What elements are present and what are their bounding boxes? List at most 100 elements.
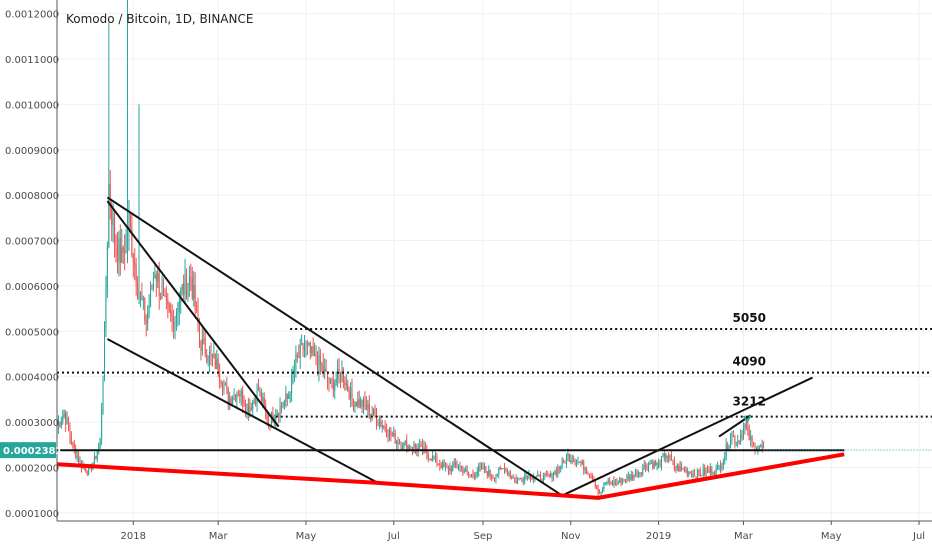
candle-body <box>325 369 327 372</box>
candle-body <box>732 435 734 437</box>
candle-body <box>446 465 448 468</box>
candle-body <box>201 338 203 351</box>
candle-body <box>688 472 690 475</box>
candle-body <box>702 468 704 476</box>
candle-body <box>578 461 580 463</box>
candle-body <box>577 461 579 464</box>
candle-body <box>384 426 386 431</box>
candle-body <box>544 473 546 476</box>
candle-body <box>606 482 608 484</box>
candle-body <box>679 466 681 472</box>
candle-body <box>358 399 360 407</box>
candle-body <box>226 384 228 390</box>
candle-body <box>275 416 277 421</box>
candle-body <box>315 353 317 363</box>
candle-body <box>75 448 77 458</box>
candle-body <box>109 184 111 206</box>
candle-body <box>574 460 576 465</box>
candle-body <box>262 397 264 402</box>
candle-body <box>73 443 75 449</box>
candle-body <box>673 461 675 469</box>
candle-body <box>368 404 370 416</box>
candle-body <box>505 469 507 472</box>
candle-body <box>587 472 589 475</box>
candle-body <box>78 456 80 462</box>
candle-body <box>699 472 701 476</box>
grid <box>57 0 932 521</box>
candle-body <box>627 476 629 478</box>
candle-body <box>268 420 270 424</box>
candle-body <box>724 455 726 462</box>
candle-body <box>203 338 205 340</box>
candle-body <box>355 402 357 407</box>
candle-body <box>745 423 747 428</box>
candle-body <box>624 480 626 482</box>
candle-body <box>112 217 114 226</box>
candle-body <box>306 342 308 344</box>
candle-body <box>116 248 118 261</box>
candle-body <box>468 471 470 475</box>
candle-body <box>485 466 487 472</box>
candle-body <box>187 285 189 298</box>
candle-body <box>68 419 70 429</box>
candle-body <box>171 315 173 321</box>
candle-body <box>335 379 337 383</box>
candle-body <box>535 476 537 478</box>
x-tick-label: Jul <box>912 531 925 542</box>
candle-body <box>626 476 628 482</box>
candle-body <box>154 274 156 279</box>
y-tick-label: 0.0011000 <box>5 55 59 66</box>
candle-body <box>424 446 426 450</box>
current-price-label: 0.0002381 <box>3 446 63 457</box>
candle-body <box>583 461 585 471</box>
candle-body <box>128 213 130 233</box>
candle-body <box>538 474 540 476</box>
candle-body <box>433 456 435 459</box>
candle-body <box>685 469 687 472</box>
candle-body <box>548 475 550 477</box>
candle-body <box>99 438 101 445</box>
candle-body <box>581 461 583 464</box>
candle-body <box>476 471 478 476</box>
candle-body <box>633 474 635 479</box>
candle-body <box>576 463 578 465</box>
candle-body <box>741 434 743 438</box>
candle-body <box>158 273 160 296</box>
candle-body <box>413 444 415 450</box>
level-annotation: 3212 <box>733 394 766 408</box>
candle-body <box>295 355 297 370</box>
candle-body <box>735 442 737 444</box>
candle-body <box>260 390 262 402</box>
candle-body <box>360 399 362 407</box>
candle-body <box>681 466 683 469</box>
candle-body <box>88 468 90 475</box>
candle-body <box>761 445 763 449</box>
candle-body <box>463 471 465 473</box>
candle-body <box>558 467 560 469</box>
candle-body <box>460 466 462 468</box>
candle-body <box>334 382 336 391</box>
candle-body <box>96 451 98 459</box>
candle-body <box>370 413 372 416</box>
candle-body <box>470 474 472 477</box>
candle-body <box>721 465 723 469</box>
candle-body <box>560 467 562 469</box>
candle-body <box>232 399 234 405</box>
candle-body <box>151 286 153 288</box>
candle-body <box>553 475 555 480</box>
candle-body <box>243 403 245 406</box>
candle-body <box>751 436 753 443</box>
candle-body <box>434 456 436 459</box>
candle-body <box>455 462 457 466</box>
candle-body <box>594 481 596 487</box>
candle-body <box>704 468 706 475</box>
candle-body <box>518 478 520 480</box>
candle-body <box>390 430 392 436</box>
support-line <box>56 452 845 500</box>
candle-body <box>740 434 742 443</box>
candle-body <box>319 355 321 366</box>
candle-body <box>683 468 685 472</box>
candle-body <box>119 238 121 263</box>
candle-body <box>666 455 668 459</box>
candle-body <box>308 343 310 345</box>
